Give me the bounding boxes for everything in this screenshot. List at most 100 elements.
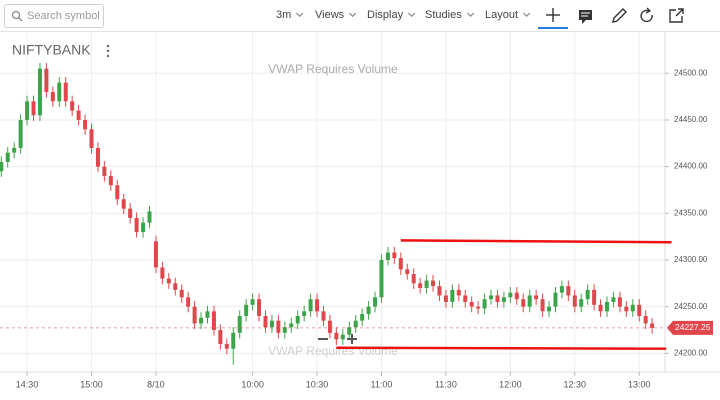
x-tick-label: 8/10 <box>147 379 165 389</box>
candle-body <box>527 295 532 307</box>
candle-body <box>572 295 577 307</box>
candle-body <box>50 91 55 102</box>
candle-body <box>231 332 236 349</box>
draw-tool[interactable] <box>612 8 627 23</box>
candle-body <box>308 299 313 312</box>
search-box[interactable]: Search symbol <box>4 4 104 28</box>
candle-body <box>250 299 255 305</box>
candle-body <box>501 297 506 302</box>
candle-body <box>205 311 210 318</box>
candle-body <box>579 299 584 307</box>
candle-body <box>643 315 648 324</box>
candle-body <box>89 129 94 148</box>
candle-body <box>321 311 326 321</box>
candle-body <box>76 110 81 120</box>
reset-tool[interactable] <box>640 7 653 23</box>
candle-body <box>63 82 68 102</box>
candle-body <box>385 252 390 260</box>
candle-body <box>553 292 558 307</box>
candle-body <box>108 175 113 186</box>
candle-body <box>592 289 597 305</box>
candle-body <box>199 317 204 324</box>
views-menu[interactable]: Views <box>315 9 353 21</box>
candle-body <box>637 304 642 316</box>
x-tick-label: 12:00 <box>499 379 522 389</box>
chart: VWAP Requires Volume VWAP Requires Volum… <box>0 32 720 389</box>
candle-body <box>373 297 378 307</box>
candle-body <box>630 304 635 312</box>
crosshair-tool[interactable] <box>538 8 568 29</box>
candle-body <box>476 306 481 309</box>
search-placeholder: Search symbol <box>27 10 100 22</box>
candle-body <box>566 286 571 296</box>
x-tick-label: 12:30 <box>564 379 587 389</box>
studies-menu[interactable]: Studies <box>425 9 471 21</box>
candle-body <box>598 304 603 312</box>
x-tick-label: 10:30 <box>306 379 329 389</box>
candle-body <box>347 327 352 335</box>
candle-body <box>147 211 152 223</box>
candle-body <box>469 301 474 307</box>
candle-body <box>514 292 519 300</box>
candle-body <box>405 269 410 274</box>
x-tick-label: 11:30 <box>435 379 457 389</box>
candle-body <box>534 295 539 300</box>
candle-body <box>218 329 223 344</box>
candle-body <box>424 280 429 288</box>
candle-body <box>463 295 468 302</box>
candle-body <box>482 299 487 309</box>
candle-body <box>611 297 616 302</box>
candle-body <box>0 161 4 172</box>
grid <box>0 32 665 372</box>
candle-body <box>489 295 494 300</box>
symbol-menu-icon[interactable] <box>106 44 110 58</box>
candle-body <box>263 315 268 328</box>
candle-body <box>540 299 545 312</box>
candle-body <box>295 315 300 324</box>
candle-body <box>334 332 339 340</box>
y-tick-label: 24400.00 <box>674 162 708 171</box>
candle-body <box>95 147 100 167</box>
candle-body <box>392 252 397 259</box>
candle-body <box>244 304 249 316</box>
candle-body <box>37 68 42 116</box>
candle-body <box>605 301 610 312</box>
candle-body <box>257 299 262 316</box>
display-menu[interactable]: Display <box>367 9 412 21</box>
candle-body <box>153 241 158 268</box>
search-icon <box>11 10 23 22</box>
candle-body <box>192 306 197 324</box>
y-tick-label: 24500.00 <box>674 68 708 77</box>
trendline <box>400 239 672 244</box>
comment-tool[interactable] <box>579 10 592 24</box>
candle-body <box>83 119 88 130</box>
candle-body <box>315 299 320 312</box>
y-tick-label: 24350.00 <box>674 208 708 217</box>
y-tick-label: 24200.00 <box>674 348 708 357</box>
candle-body <box>418 283 423 288</box>
y-tick-label: 24300.00 <box>674 255 708 264</box>
zoom-controls[interactable] <box>318 334 357 344</box>
candle-body <box>450 289 455 302</box>
candle-body <box>25 101 30 120</box>
candle-body <box>44 68 49 92</box>
candle-body <box>179 289 184 298</box>
share-tool[interactable] <box>669 8 684 23</box>
candle-body <box>5 152 10 162</box>
interval-menu[interactable]: 3m <box>276 9 300 21</box>
candle-body <box>431 280 436 287</box>
candle-body <box>456 289 461 296</box>
candle-body <box>508 292 513 298</box>
candle-body <box>160 267 165 279</box>
candle-body <box>269 320 274 328</box>
candle-body <box>102 166 107 176</box>
watermark: VWAP Requires Volume <box>268 62 398 76</box>
layout-menu[interactable]: Layout <box>485 9 527 21</box>
trendline <box>336 346 667 350</box>
candle-body <box>186 297 191 307</box>
candle-body <box>282 327 287 333</box>
candle-body <box>57 82 62 102</box>
toolbar: Search symbol 3m Views Display Studies L… <box>0 0 720 32</box>
x-tick-label: 11:00 <box>371 379 393 389</box>
